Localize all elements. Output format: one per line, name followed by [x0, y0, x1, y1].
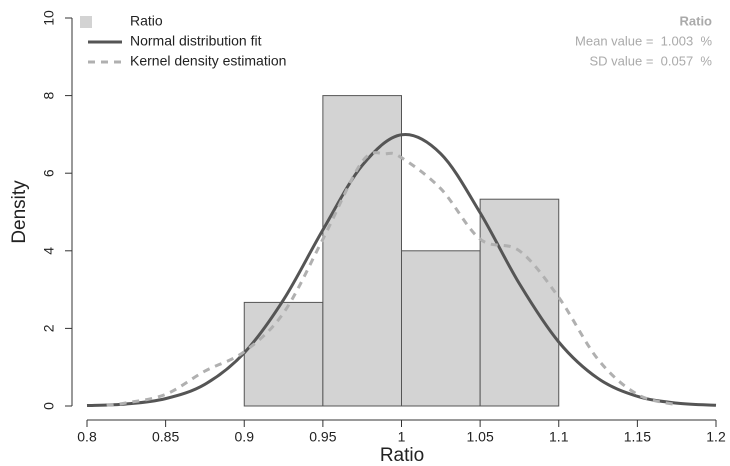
legend-label: Ratio [130, 13, 163, 29]
y-tick-label: 6 [41, 169, 57, 177]
histogram-bar [243, 301, 324, 407]
x-tick-label: 0.8 [77, 429, 97, 445]
density-line [106, 151, 678, 407]
y-tick-label: 4 [41, 247, 57, 255]
x-tick-label: 1.2 [706, 429, 726, 445]
histogram-bar [322, 95, 402, 407]
y-tick-label: 8 [41, 91, 57, 99]
x-tick-label: 0.9 [235, 429, 255, 445]
histogram-bar [479, 198, 560, 407]
y-axis-title: Density [9, 180, 30, 244]
density-line [86, 133, 717, 408]
histogram-bar [401, 250, 481, 407]
legend-label: Normal distribution fit [130, 33, 262, 49]
x-tick-label: 1.05 [467, 429, 494, 445]
legend-label: Kernel density estimation [130, 53, 286, 69]
stats-sd: SD value = 0.057 % [590, 53, 713, 68]
y-tick-label: 0 [41, 402, 57, 410]
x-tick-label: 1.15 [624, 429, 651, 445]
x-axis-title: Ratio [380, 445, 424, 466]
y-tick-label: 10 [41, 10, 57, 26]
x-tick-label: 0.85 [152, 429, 179, 445]
legend-swatch [80, 16, 92, 28]
stats-title: Ratio [680, 13, 713, 28]
stats-mean: Mean value = 1.003 % [575, 33, 712, 48]
y-tick-label: 2 [41, 324, 57, 332]
x-tick-label: 0.95 [309, 429, 336, 445]
x-tick-label: 1.1 [549, 429, 569, 445]
x-tick-label: 1 [398, 429, 406, 445]
